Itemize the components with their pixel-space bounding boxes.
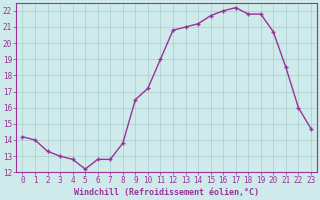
X-axis label: Windchill (Refroidissement éolien,°C): Windchill (Refroidissement éolien,°C): [74, 188, 259, 197]
